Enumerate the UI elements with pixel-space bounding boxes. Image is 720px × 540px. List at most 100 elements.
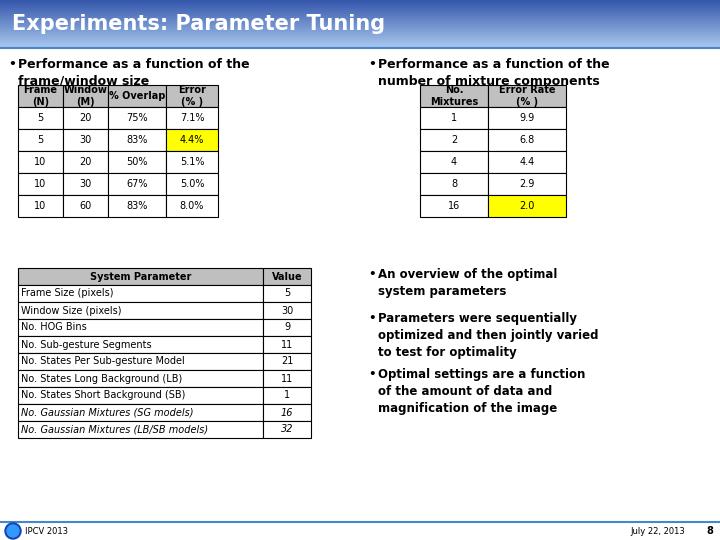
Text: Error Rate
(% ): Error Rate (% ) — [499, 85, 555, 107]
Text: 67%: 67% — [126, 179, 148, 189]
Bar — [0, 37, 720, 38]
Bar — [0, 1, 720, 2]
Bar — [18, 268, 263, 285]
Bar — [0, 36, 720, 38]
Text: No. Sub-gesture Segments: No. Sub-gesture Segments — [21, 340, 152, 349]
Bar — [263, 421, 311, 438]
Bar — [63, 129, 108, 151]
Bar — [0, 22, 720, 23]
Bar — [263, 336, 311, 353]
Text: Window
(M): Window (M) — [63, 85, 107, 107]
Text: 7.1%: 7.1% — [180, 113, 204, 123]
Text: 8: 8 — [451, 179, 457, 189]
Bar — [420, 195, 488, 217]
Bar — [263, 285, 311, 302]
Bar — [420, 129, 488, 151]
Bar — [0, 38, 720, 39]
Text: Frame Size (pixels): Frame Size (pixels) — [21, 288, 114, 299]
Bar — [0, 14, 720, 15]
Bar — [0, 11, 720, 13]
Text: 32: 32 — [281, 424, 293, 435]
Text: 5: 5 — [37, 135, 44, 145]
Bar — [0, 41, 720, 43]
Text: •: • — [368, 368, 376, 381]
Bar — [18, 404, 263, 421]
Bar — [0, 16, 720, 17]
Bar — [166, 151, 218, 173]
Circle shape — [5, 523, 21, 539]
Text: July 22, 2013: July 22, 2013 — [630, 526, 685, 536]
Bar — [0, 6, 720, 8]
Text: % Overlap: % Overlap — [109, 91, 165, 101]
Text: Parameters were sequentially
optimized and then jointly varied
to test for optim: Parameters were sequentially optimized a… — [378, 312, 598, 359]
Bar — [18, 370, 263, 387]
Bar — [108, 107, 166, 129]
Text: 30: 30 — [79, 179, 91, 189]
Text: •: • — [368, 268, 376, 281]
Bar — [0, 1, 720, 2]
Text: Performance as a function of the
frame/window size: Performance as a function of the frame/w… — [18, 58, 250, 88]
Text: 20: 20 — [79, 113, 91, 123]
Bar — [108, 85, 166, 107]
Bar — [0, 2, 720, 3]
Bar — [0, 46, 720, 47]
Bar — [488, 173, 566, 195]
Bar — [0, 3, 720, 4]
Text: Experiments: Parameter Tuning: Experiments: Parameter Tuning — [12, 14, 385, 34]
Bar — [63, 107, 108, 129]
Text: No. States Short Background (SB): No. States Short Background (SB) — [21, 390, 185, 401]
Text: No. HOG Bins: No. HOG Bins — [21, 322, 86, 333]
Text: 21: 21 — [281, 356, 293, 367]
Text: No. Gaussian Mixtures (SG models): No. Gaussian Mixtures (SG models) — [21, 408, 194, 417]
Bar — [18, 387, 263, 404]
Text: Optimal settings are a function
of the amount of data and
magnification of the i: Optimal settings are a function of the a… — [378, 368, 585, 415]
Text: No. States Per Sub-gesture Model: No. States Per Sub-gesture Model — [21, 356, 185, 367]
Bar — [166, 129, 218, 151]
Bar — [0, 43, 720, 44]
Text: •: • — [368, 58, 376, 71]
Bar — [0, 13, 720, 15]
Text: Window Size (pixels): Window Size (pixels) — [21, 306, 122, 315]
Bar — [263, 387, 311, 404]
Bar — [0, 12, 720, 14]
Text: 20: 20 — [79, 157, 91, 167]
Bar — [18, 285, 263, 302]
Bar — [263, 319, 311, 336]
Bar — [0, 44, 720, 45]
Bar — [488, 85, 566, 107]
Bar — [108, 195, 166, 217]
Bar — [263, 268, 311, 285]
Bar — [18, 336, 263, 353]
Bar — [263, 370, 311, 387]
Text: 4.4: 4.4 — [519, 157, 535, 167]
Bar — [18, 85, 63, 107]
Bar — [18, 353, 263, 370]
Bar — [0, 23, 720, 24]
Bar — [0, 40, 720, 42]
Text: 11: 11 — [281, 340, 293, 349]
Bar — [0, 36, 720, 37]
Text: Error
(% ): Error (% ) — [178, 85, 206, 107]
Text: No. States Long Background (LB): No. States Long Background (LB) — [21, 374, 182, 383]
Bar — [63, 195, 108, 217]
Text: An overview of the optimal
system parameters: An overview of the optimal system parame… — [378, 268, 557, 298]
Bar — [0, 3, 720, 5]
Bar — [0, 522, 720, 540]
Text: 1: 1 — [284, 390, 290, 401]
Bar — [108, 173, 166, 195]
Text: 4: 4 — [451, 157, 457, 167]
Text: 9: 9 — [284, 322, 290, 333]
Text: Frame
(N): Frame (N) — [24, 85, 58, 107]
Bar — [0, 28, 720, 30]
Bar — [0, 4, 720, 5]
Bar — [0, 25, 720, 26]
Text: IPCV 2013: IPCV 2013 — [25, 526, 68, 536]
Bar — [18, 302, 263, 319]
Bar — [0, 24, 720, 25]
Text: 5.1%: 5.1% — [180, 157, 204, 167]
Bar — [0, 44, 720, 45]
Bar — [0, 8, 720, 9]
Text: 11: 11 — [281, 374, 293, 383]
Text: 6.8: 6.8 — [519, 135, 535, 145]
Bar — [263, 302, 311, 319]
